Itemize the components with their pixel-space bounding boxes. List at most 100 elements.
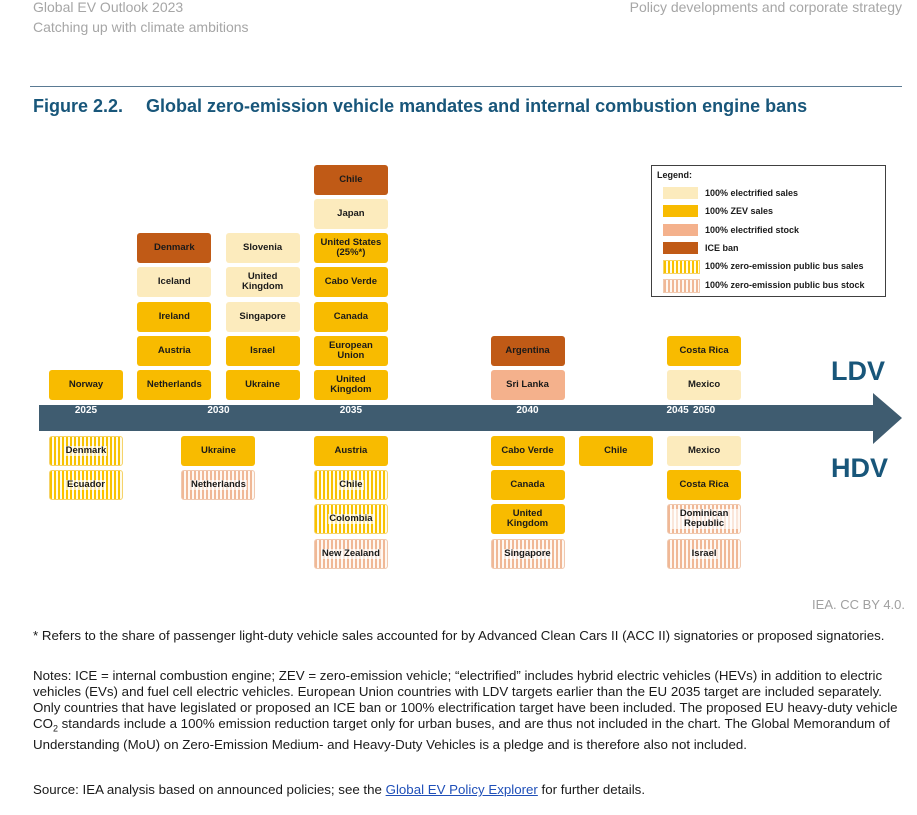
hdv-target-canada: Canada — [490, 470, 565, 501]
legend: Legend: 100% electrified sales 100% ZEV s… — [651, 165, 886, 297]
figure-title: Global zero-emission vehicle mandates an… — [146, 96, 808, 116]
legend-swatch-zev — [663, 205, 698, 218]
hdv-target-chile: Chile — [578, 436, 653, 466]
notes-text-1: Notes: ICE = internal combustion engine;… — [33, 668, 898, 731]
ldv-target-united-kingdom: United Kingdom — [313, 370, 388, 400]
hdv-target-ukraine: Ukraine — [181, 436, 256, 466]
source-suffix: for further details. — [537, 782, 646, 797]
license-credit: IEA. CC BY 4.0. — [812, 597, 905, 612]
target-country-label: Slovenia — [243, 242, 283, 254]
target-country-label: New Zealand — [320, 547, 381, 559]
source: Source: IEA analysis based on announced … — [33, 782, 905, 798]
target-country-label: Chile — [339, 173, 363, 185]
target-country-label: Netherlands — [146, 379, 202, 390]
ldv-target-argentina: Argentina — [490, 335, 565, 366]
legend-label-bus-sales: 100% zero-emission public bus sales — [705, 261, 864, 272]
ldv-target-slovenia: Slovenia — [225, 233, 300, 264]
legend-label-ice: ICE ban — [705, 242, 739, 253]
legend-swatch-bus-stock — [663, 278, 700, 293]
target-country-label: Costa Rica — [679, 344, 729, 356]
target-country-label: Israel — [250, 344, 275, 356]
ldv-target-canada: Canada — [313, 301, 388, 332]
hdv-target-cabo-verde: Cabo Verde — [490, 436, 565, 466]
target-country-label: Austria — [334, 445, 368, 456]
hdv-target-chile: Chile — [313, 470, 388, 501]
target-country-label: Mexico — [687, 379, 721, 390]
report-subtitle: Catching up with climate ambitions — [33, 19, 249, 35]
ldv-target-japan: Japan — [313, 199, 388, 229]
target-country-label: Iceland — [157, 276, 191, 288]
ldv-target-norway: Norway — [49, 370, 123, 400]
target-country-label: Ukraine — [245, 379, 281, 390]
ldv-target-ukraine: Ukraine — [225, 370, 300, 400]
ldv-label: LDV — [831, 356, 885, 386]
ldv-target-netherlands: Netherlands — [137, 370, 212, 400]
target-country-label: United States (25%*) — [320, 237, 382, 259]
chapter-title: Policy developments and corporate strate… — [629, 0, 902, 15]
year-label-2050: 2050 — [692, 405, 716, 416]
figure-number: Figure 2.2. — [33, 96, 124, 116]
target-country-label: Colombia — [328, 513, 374, 525]
hdv-target-united-kingdom: United Kingdom — [490, 504, 565, 535]
legend-swatch-ice — [663, 241, 698, 254]
target-country-label: Ireland — [158, 310, 190, 322]
target-country-label: Costa Rica — [679, 479, 729, 491]
target-country-label: Chile — [338, 479, 364, 491]
ldv-target-united-kingdom: United Kingdom — [225, 267, 300, 298]
ldv-target-european-union: European Union — [313, 335, 388, 366]
year-label-2045: 2045 — [666, 405, 689, 416]
ldv-target-ireland: Ireland — [137, 301, 212, 332]
target-country-label: Singapore — [503, 547, 552, 559]
target-country-label: Norway — [68, 379, 104, 390]
target-country-label: Mexico — [687, 445, 721, 456]
target-country-label: Canada — [333, 310, 369, 322]
ldv-target-mexico: Mexico — [667, 370, 742, 400]
hdv-target-austria: Austria — [313, 436, 388, 466]
hdv-target-denmark: Denmark — [49, 436, 123, 466]
target-country-label: United Kingdom — [242, 271, 284, 293]
target-country-label: Dominican Republic — [670, 509, 739, 530]
legend-label-electrified: 100% electrified sales — [705, 188, 799, 198]
hdv-target-new-zealand: New Zealand — [313, 538, 388, 569]
target-country-label: Cabo Verde — [501, 445, 554, 456]
target-country-label: Denmark — [153, 242, 195, 254]
ldv-target-cabo-verde: Cabo Verde — [313, 267, 388, 298]
header-rule — [30, 86, 902, 87]
target-country-label: Singapore — [239, 310, 286, 322]
ldv-target-united-states-25: United States (25%*) — [313, 233, 388, 264]
hdv-target-mexico: Mexico — [667, 436, 742, 466]
legend-swatch-bus-sales — [663, 260, 700, 275]
legend-swatch-electrified — [663, 187, 698, 199]
ldv-target-sri-lanka: Sri Lanka — [490, 370, 565, 400]
target-country-label: Canada — [510, 479, 545, 491]
notes-text-2: standards include a 100% emission reduct… — [33, 716, 891, 752]
hdv-target-dominican-republic: Dominican Republic — [667, 504, 742, 535]
hdv-target-israel: Israel — [667, 538, 742, 569]
ldv-target-iceland: Iceland — [137, 267, 212, 298]
policy-explorer-link[interactable]: Global EV Policy Explorer — [385, 782, 538, 797]
target-country-label: United Kingdom — [330, 374, 372, 395]
source-prefix: Source: IEA analysis based on announced … — [33, 782, 386, 797]
notes: Notes: ICE = internal combustion engine;… — [33, 668, 905, 753]
year-label-2040: 2040 — [516, 405, 539, 416]
ldv-target-costa-rica: Costa Rica — [667, 335, 742, 366]
legend-label-bus-stock: 100% zero-emission public bus stock — [705, 279, 865, 290]
notes-subscript: 2 — [52, 723, 58, 734]
report-title: Global EV Outlook 2023 — [33, 0, 184, 15]
hdv-target-colombia: Colombia — [313, 504, 388, 535]
hdv-target-ecuador: Ecuador — [49, 470, 123, 501]
target-country-label: Netherlands — [189, 479, 247, 491]
target-country-label: Japan — [337, 208, 365, 219]
target-country-label: Austria — [157, 344, 191, 356]
target-country-label: Ukraine — [201, 445, 236, 456]
year-label-2025: 2025 — [74, 405, 98, 416]
target-country-label: Sri Lanka — [506, 379, 549, 390]
year-label-2035: 2035 — [339, 405, 363, 416]
target-country-label: Chile — [604, 445, 628, 456]
hdv-target-costa-rica: Costa Rica — [667, 470, 742, 501]
legend-title: Legend: — [657, 170, 692, 180]
hdv-label: HDV — [831, 453, 889, 483]
target-country-label: European Union — [328, 339, 373, 361]
target-country-label: Denmark — [64, 445, 108, 456]
ldv-target-israel: Israel — [225, 335, 300, 366]
